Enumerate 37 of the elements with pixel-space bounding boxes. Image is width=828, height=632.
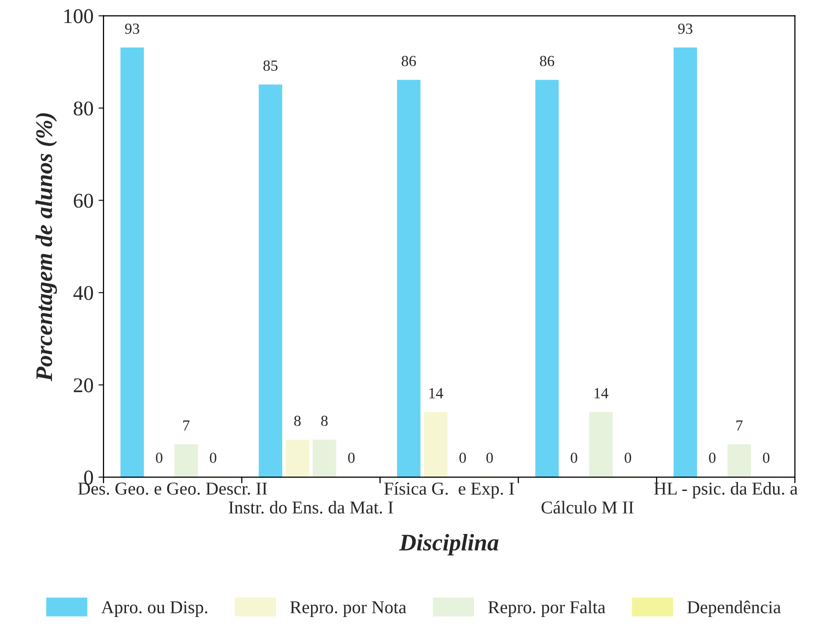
data-label: 0 xyxy=(709,452,716,463)
x-tick-label: Des. Geo. e Geo. Descr. II xyxy=(78,482,268,495)
y-tick-label: 20 xyxy=(74,378,93,392)
data-label: 0 xyxy=(156,452,162,463)
x-tick-label: Física G. e Exp. I xyxy=(384,482,514,498)
y-axis-title: Porcentagem de alunos (%) xyxy=(36,113,57,382)
data-label: 7 xyxy=(736,420,743,430)
data-label: 93 xyxy=(678,24,692,34)
x-tick-label: HL - psic. da Edu. a xyxy=(654,482,798,498)
x-tick-label: Instr. do Ens. da Mat. I xyxy=(228,500,394,514)
data-label: 0 xyxy=(624,452,632,463)
y-tick-label: 40 xyxy=(73,286,93,300)
data-label: 86 xyxy=(402,56,416,66)
data-label: 8 xyxy=(294,416,301,426)
data-label: 0 xyxy=(348,452,355,463)
data-label: 0 xyxy=(570,452,578,463)
data-label: 0 xyxy=(459,452,466,463)
data-label: 86 xyxy=(540,56,554,66)
y-tick-label: 60 xyxy=(74,194,93,208)
data-label: 0 xyxy=(762,452,770,463)
y-tick-label: 100 xyxy=(64,9,93,24)
legend-label: Apro. ou Disp. xyxy=(101,601,208,618)
data-label: 0 xyxy=(210,452,216,463)
legend-label: Repro. por Nota xyxy=(290,601,406,618)
legend-label: Dependência xyxy=(687,600,781,618)
x-tick-label: Cálculo M II xyxy=(542,500,634,514)
x-axis-title: Disciplina xyxy=(399,534,498,556)
data-label: 93 xyxy=(125,24,140,34)
data-label: 14 xyxy=(594,388,608,398)
legend-label: Repro. por Falta xyxy=(488,600,606,618)
data-label: 8 xyxy=(321,416,328,426)
data-label: 85 xyxy=(263,60,278,71)
data-label: 0 xyxy=(486,452,493,463)
data-label: 14 xyxy=(429,388,444,398)
y-tick-label: 80 xyxy=(74,101,93,116)
data-label: 7 xyxy=(183,420,190,430)
y-tick-label: 0 xyxy=(84,470,93,485)
